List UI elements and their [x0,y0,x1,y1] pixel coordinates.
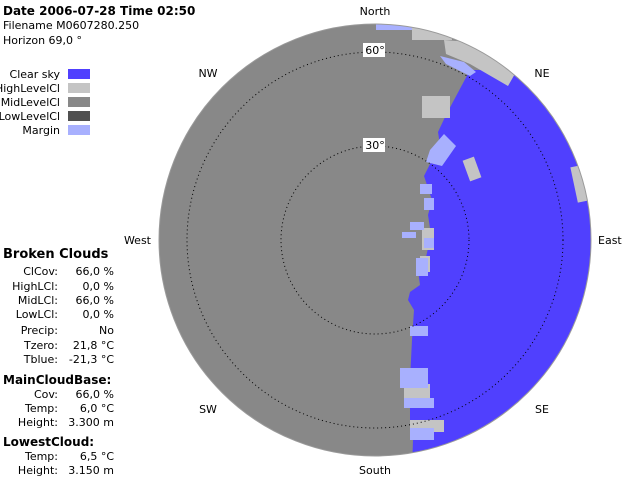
compass-south: South [359,464,391,477]
stat-key: Height: [17,464,58,477]
stat-key: Temp: [24,450,58,463]
margin-patch [420,184,432,194]
horizon-circle [158,23,592,457]
stat-row: Height: 3.300 m [0,416,115,430]
margin-patch [376,24,412,30]
stat-row: HighLCl: 0,0 % [0,280,115,294]
stat-key: Tblue: [23,353,58,366]
stat-value: 66,0 % [75,294,114,307]
stat-row: Height: 3.150 m [0,464,115,478]
elevation-ring-60 [186,51,564,429]
stat-value: -21,3 °C [68,353,114,366]
compass-north: North [360,5,391,18]
high-cloud-patch [412,24,452,40]
stat-row: Temp: 6,5 °C [0,450,115,464]
legend-swatch [68,111,90,121]
lowest-cloud-title: LowestCloud: [3,435,95,449]
stat-key: ClCov: [23,265,58,278]
stat-key: Cov: [33,388,58,401]
legend-label: Clear sky [9,68,60,81]
margin-patch [400,368,428,388]
stat-value: No [99,324,114,337]
filename-label: Filename M0607280.250 [3,19,140,32]
compass-se: SE [535,403,549,416]
legend-label: LowLevelCl [0,110,60,123]
legend-item-clear-sky: Clear sky [0,68,100,81]
legend-item-low-level: LowLevelCl [0,110,100,123]
compass-west: West [124,234,152,247]
compass-nw: NW [198,67,217,80]
cloud-type-title: Broken Clouds [3,247,109,262]
stat-value: 6,5 °C [79,450,114,463]
margin-patch [426,134,456,166]
elevation-ring-30 [280,145,470,335]
legend-swatch [68,125,90,135]
date-time-label: Date 2006-07-28 Time 02:50 [3,4,196,18]
stat-row: LowLCl: 0,0 % [0,308,115,322]
legend-item-mid-level: MidLevelCl [0,96,100,109]
stat-row: Cov: 66,0 % [0,388,115,402]
margin-patch [410,222,424,230]
stat-key: Tzero: [24,339,58,352]
stat-row: ClCov: 66,0 % [0,265,115,279]
margin-patch [424,238,434,248]
stat-value: 0,0 % [82,308,114,321]
horizon-label: Horizon 69,0 ° [3,34,83,47]
stat-value: 3.150 m [68,464,114,477]
legend-item-high-level: HighLevelCl [0,82,100,95]
compass-ne: NE [534,67,549,80]
stat-value: 66,0 % [75,265,114,278]
stat-value: 66,0 % [75,388,114,401]
margin-patch [424,198,434,210]
margin-patch [410,326,428,336]
stat-value: 21,8 °C [72,339,114,352]
margin-patch [410,428,434,440]
stat-value: 3.300 m [68,416,114,429]
stat-key: LowLCl: [15,308,58,321]
legend-label: Margin [22,124,60,137]
stat-row: Precip: No [0,324,115,338]
margin-patch [416,258,428,276]
legend-swatch [68,97,90,107]
margin-patch [402,232,416,238]
margin-patch [440,56,476,76]
high-cloud-patch [462,156,482,182]
legend-swatch [68,83,90,93]
legend-item-margin: Margin [0,124,100,137]
stat-value: 6,0 °C [79,402,114,415]
compass-east: East [598,234,622,247]
ring-label-30: 30° [365,139,385,152]
stat-row: MidLCl: 66,0 % [0,294,115,308]
main-cloud-base-title: MainCloudBase: [3,373,112,387]
stat-row: Tzero: 21,8 °C [0,339,115,353]
stat-key: Height: [17,416,58,429]
high-cloud-patch [444,40,516,86]
stat-row: Tblue: -21,3 °C [0,353,115,367]
compass-sw: SW [199,403,217,416]
stat-key: Precip: [20,324,58,337]
legend-label: HighLevelCl [0,82,60,95]
stat-key: MidLCl: [17,294,58,307]
legend-label: MidLevelCl [0,96,60,109]
high-cloud-patch [570,165,588,203]
margin-patch [404,398,434,408]
stat-key: Temp: [24,402,58,415]
stat-value: 0,0 % [82,280,114,293]
stat-key: HighLCl: [12,280,58,293]
legend-swatch [68,69,90,79]
ring-label-60: 60° [365,44,385,57]
high-cloud-patch [422,96,450,118]
stat-row: Temp: 6,0 °C [0,402,115,416]
